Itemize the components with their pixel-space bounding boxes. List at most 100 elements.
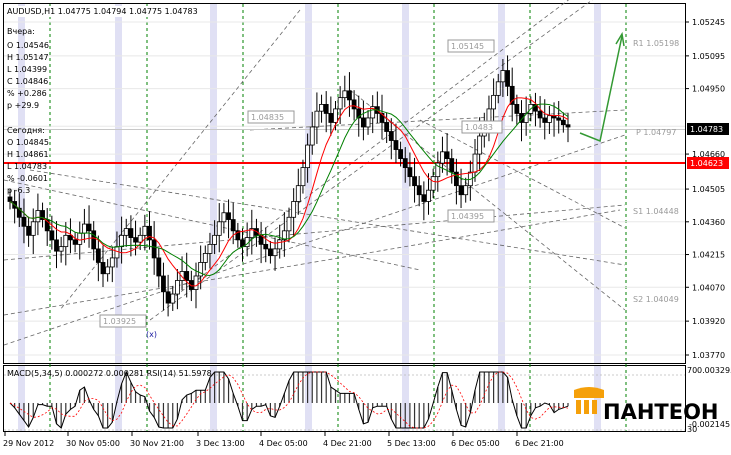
- highlight-band: [498, 366, 505, 431]
- candle-bear: [72, 239, 78, 245]
- svg-text:1.03925: 1.03925: [103, 317, 136, 326]
- candle-bear: [147, 225, 152, 241]
- x-tick-label: 4 Dec 05:00: [259, 439, 308, 448]
- candle-bull: [300, 167, 306, 187]
- candle-bear: [263, 243, 269, 250]
- candle-bull: [105, 266, 111, 275]
- y-tick-label: 1.04070: [692, 283, 725, 292]
- svg-text:1.05145: 1.05145: [451, 42, 484, 51]
- highlight-band: [498, 4, 505, 363]
- candle-bear: [388, 131, 394, 141]
- trend-line: [3, 179, 421, 271]
- yesterday-line: C 1.04846: [7, 77, 48, 86]
- candle-bull: [221, 212, 227, 223]
- candle-bear: [514, 104, 520, 114]
- candle-bull: [198, 262, 204, 277]
- svg-text:1.04395: 1.04395: [451, 212, 484, 221]
- candle-bear: [356, 108, 362, 119]
- logo-text: ПАНТЕОН: [603, 400, 719, 424]
- candle-bear: [412, 176, 417, 187]
- candle-bull: [491, 94, 497, 110]
- red-line-price-box: 1.04623: [687, 157, 729, 169]
- y-tick-label: 1.04505: [692, 185, 725, 194]
- candle-bear: [100, 262, 106, 275]
- price-box-5: 1.0483: [461, 120, 503, 134]
- forecast-arrowhead: [615, 31, 625, 47]
- candle-bull: [365, 117, 371, 128]
- candle-bear: [384, 122, 390, 132]
- symbol-line: AUDUSD,H1 1.04775 1.04794 1.04775 1.0478…: [7, 7, 198, 16]
- candle-bear: [505, 70, 510, 87]
- candle-bear: [156, 257, 162, 277]
- y-axis: 1.05245 1.05095 1.04950 1.04660 1.04505 1.043…: [685, 18, 725, 360]
- candle-bull: [123, 228, 129, 236]
- indicator-scale-bottom: 30: [687, 425, 697, 434]
- candle-bull: [342, 90, 348, 99]
- y-tick-label: 1.03920: [692, 317, 725, 326]
- highlight-band: [305, 4, 312, 363]
- candle-bear: [230, 219, 236, 232]
- candle-bull: [486, 108, 492, 123]
- candle-bear: [49, 230, 55, 241]
- candle-bear: [416, 185, 422, 196]
- candle-bear: [393, 140, 399, 150]
- candle-bull: [472, 153, 478, 173]
- candle-bull: [212, 234, 218, 245]
- candle-bull: [193, 275, 199, 290]
- candle-bull: [63, 234, 69, 248]
- cross-marker: (x): [146, 330, 157, 339]
- info-today: Сегодня: O 1.04845 H 1.04861 L 1.04783 %…: [7, 126, 49, 195]
- candle-bull: [314, 110, 320, 128]
- y-tick-label: 1.05245: [692, 18, 725, 27]
- candle-bull: [119, 234, 124, 248]
- candle-bear: [165, 291, 171, 304]
- rsi-line: [9, 370, 569, 429]
- candle-bull: [207, 243, 213, 254]
- candle-bull: [305, 144, 311, 169]
- candle-bear: [444, 151, 450, 159]
- highlight-band: [594, 366, 601, 431]
- panteon-logo: ПАНТЕОН: [574, 387, 719, 424]
- candle-bear: [184, 271, 190, 281]
- x-axis: 29 Nov 2012 30 Nov 05:00 30 Nov 21:00 3 Dec…: [3, 432, 564, 448]
- candle-bull: [426, 189, 431, 202]
- trend-line: [149, 0, 594, 321]
- svg-text:1.04783: 1.04783: [690, 125, 723, 134]
- moving-average-green: [9, 103, 569, 277]
- indicator-label: MACD(5,34,5) 0.000272 0.000281 RSI(14) 5…: [7, 369, 212, 378]
- candle-bear: [407, 167, 413, 178]
- candle-bull: [137, 234, 143, 243]
- candle-bear: [133, 237, 138, 243]
- candle-bear: [379, 113, 385, 123]
- x-tick-label: 6 Dec 05:00: [451, 439, 500, 448]
- price-box-3: 1.04395: [447, 209, 495, 223]
- candle-bear: [453, 171, 459, 187]
- forecast-arrow: [579, 35, 623, 143]
- current-price-line: [4, 129, 685, 130]
- logo-icon: [574, 387, 604, 398]
- candle-bull: [430, 176, 436, 191]
- candle-bull: [463, 185, 469, 196]
- candle-bull: [142, 225, 148, 236]
- candle-bear: [360, 117, 366, 128]
- trend-line: [29, 169, 626, 266]
- highlight-band: [305, 366, 312, 431]
- candle-bear: [91, 230, 97, 250]
- candle-bull: [370, 106, 376, 119]
- candle-bull: [82, 223, 87, 234]
- candle-bull: [272, 248, 278, 257]
- y-tick-label: 1.03770: [692, 351, 725, 360]
- yesterday-line: O 1.04546: [7, 41, 49, 50]
- candle-bear: [68, 234, 73, 241]
- candle-bull: [58, 246, 64, 252]
- candle-bear: [16, 207, 22, 218]
- candle-bull: [202, 253, 208, 263]
- candle-bear: [40, 210, 45, 220]
- candle-bear: [402, 158, 408, 169]
- candle-bull: [319, 104, 324, 112]
- candle-bear: [95, 248, 101, 263]
- current-price-box: 1.04783: [687, 123, 729, 135]
- candle-bull: [309, 126, 315, 146]
- candle-bear: [151, 239, 157, 259]
- candle-bull: [286, 216, 292, 232]
